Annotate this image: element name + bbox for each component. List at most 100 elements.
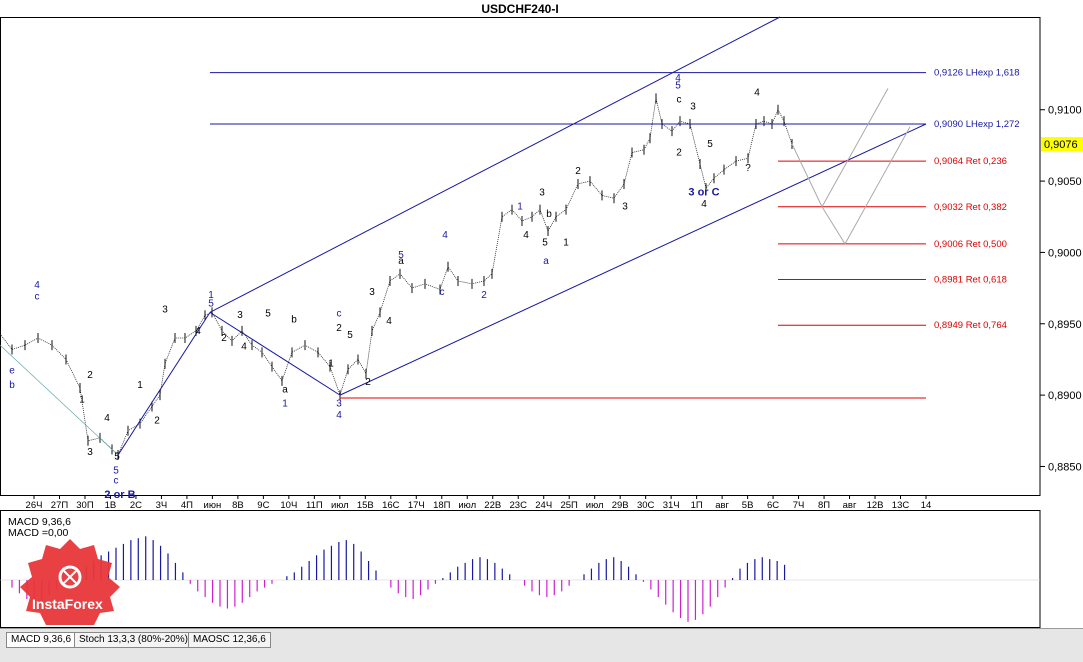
x-tick-label: 1П [691,500,703,511]
wave-label: c [440,287,445,298]
x-tick-label: 18П [433,500,451,511]
price-tick-label: 0,8950 [1048,319,1082,331]
x-tick-label: июл [331,500,349,511]
wave-label: 4 [754,87,760,98]
wave-label: 4 [442,230,448,241]
instaforex-logo-text: InstaForex [32,596,103,612]
wave-label: 3 [87,447,93,458]
wave-label: 4 [386,316,392,327]
chart-title: USDCHF240-I [481,2,558,16]
wave-label: a [398,256,404,267]
x-tick-label: 30С [637,500,655,511]
trend-line [117,312,211,456]
wave-label: 2 [154,416,160,427]
wave-label: a [543,256,549,267]
instaforex-badge-icon [20,539,120,625]
wave-label: 3 [369,287,375,298]
wave-label: 3 [539,187,545,198]
x-tick-label: 29В [612,500,629,511]
wave-label: ? [745,163,751,174]
wave-label: 2 [365,377,371,388]
x-tick-label: 14 [921,500,932,511]
level-label: 0,9126 LHexp 1,618 [934,68,1020,79]
price-tick-label: 0,8900 [1048,390,1082,402]
x-tick-label: 23С [510,500,528,511]
level-label: 0,9032 Ret 0,382 [934,202,1007,213]
wave-label: 2 [481,290,487,301]
wave-label: 2 [575,166,581,177]
x-tick-label: 15В [357,500,374,511]
wave-label: 4 [34,280,40,291]
wave-label: 3 [690,102,696,113]
wave-label: b [291,314,297,325]
tab-macd[interactable]: MACD 9,36,6 [6,632,77,648]
chart-canvas: USDCHF240-I 0,9100 0,9050 0,9000 0,8950 0,890… [0,2,1083,628]
wave-label: 5 [265,309,271,320]
wave-label: b [546,209,552,220]
wave-label: 5 [707,139,713,150]
current-price-label: 0,9076 [1044,139,1078,151]
x-tick-label: 27П [51,500,69,511]
channel-lower [339,123,927,396]
x-tick-label: 3Ч [156,500,168,511]
macd-label: MACD 9,36,6 [8,516,71,528]
x-tick-label: 30П [76,500,94,511]
level-label: 0,9064 Ret 0,236 [934,156,1007,167]
wave-label: 3 or C [688,186,719,198]
wave-label: 1 [517,202,523,213]
trend-line [209,311,341,396]
wave-label: c [35,292,40,303]
x-tick-label: 5В [742,500,754,511]
current-price-box [1041,136,1083,151]
x-tick-label: 8В [232,500,244,511]
wave-label: c [114,476,119,487]
trend-line-left [0,344,119,456]
wave-label: 1 [282,399,288,410]
wave-label: 2 [676,147,682,158]
level-label: 0,9006 Ret 0,500 [934,239,1007,250]
x-tick-label: 9С [257,500,269,511]
x-tick-label: 25П [560,500,578,511]
x-tick-label: 12В [867,500,884,511]
wave-label: 3 [162,304,168,315]
wave-label: 1 [137,380,143,391]
x-tick-label: июл [458,500,476,511]
wave-label: 4 [195,326,201,337]
price-tick-label: 0,9050 [1048,176,1082,188]
x-tick-label: 31Ч [663,500,680,511]
wave-label: 5 [114,451,120,462]
x-tick-label: 24Ч [535,500,552,511]
wave-label: c [677,95,682,106]
wave-label: 5 [113,466,119,477]
forecast-path-alt [821,126,911,245]
level-label: 0,9090 LHexp 1,272 [934,119,1020,130]
price-tick-label: 0,9100 [1048,105,1082,117]
wave-label: 5 [542,237,548,248]
level-label: 0,8981 Ret 0,618 [934,275,1007,286]
channel-upper [209,16,781,313]
x-tick-label: 1В [105,500,117,511]
x-tick-label: июл [586,500,604,511]
wave-label: 4 [675,73,681,84]
wave-label: 5 [347,330,353,341]
wave-label: 1 [79,394,85,405]
indicator-tab-strip: MACD 9,36,6 Stoch 13,3,3 (80%-20%) MAOSC… [0,628,1083,662]
wave-label: 5 [675,80,681,91]
x-tick-label: 4П [181,500,193,511]
price-tick-label: 0,9000 [1048,247,1082,259]
wave-label: b [9,380,15,391]
wave-label: 4 [336,410,342,421]
wave-label: 2 [87,370,93,381]
wave-label: 5 [398,250,404,261]
x-tick-label: авг [843,500,857,511]
tab-stoch[interactable]: Stoch 13,3,3 (80%-20%) [74,632,193,648]
x-tick-label: 2С [130,500,142,511]
x-tick-label: 22В [484,500,501,511]
price-tick-label: 0,8850 [1048,461,1082,473]
wave-label: 3 [336,399,342,410]
tab-maosc[interactable]: MAOSC 12,36,6 [188,632,271,648]
x-tick-label: 16С [382,500,400,511]
x-tick-label: 7Ч [793,500,805,511]
wave-label: 3 [237,310,243,321]
price-pane [0,17,1041,496]
